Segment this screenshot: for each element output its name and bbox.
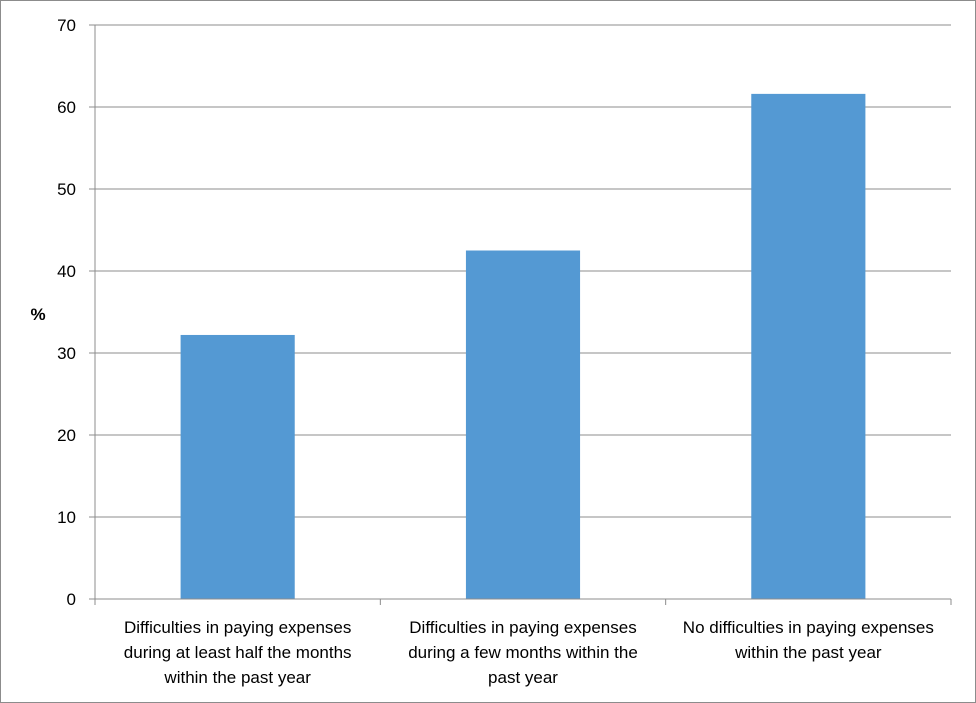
y-tick-label: 50 [57, 180, 76, 199]
y-tick-label: 30 [57, 344, 76, 363]
y-tick-labels: 0 10 20 30 40 50 60 70 [57, 16, 76, 609]
x-category-label: Difficulties in paying expenses during a … [408, 618, 638, 687]
y-tick-label: 40 [57, 262, 76, 281]
bar [180, 334, 295, 599]
x-category-label-line: during a few months within the [408, 643, 638, 662]
x-category-label: No difficulties in paying expenses within… [683, 618, 934, 662]
x-category-label-line: No difficulties in paying expenses [683, 618, 934, 637]
x-category-label-line: within the past year [734, 643, 882, 662]
y-tick-label: 70 [57, 16, 76, 35]
bars [180, 93, 866, 599]
x-category-label-line: during at least half the months [124, 643, 352, 662]
y-axis-title: % [30, 305, 45, 324]
x-category-labels: Difficulties in paying expenses during at… [124, 618, 934, 687]
axes [89, 24, 952, 605]
y-tick-label: 10 [57, 508, 76, 527]
x-category-label-line: within the past year [163, 668, 311, 687]
bar [751, 93, 866, 599]
y-tick-label: 0 [67, 590, 76, 609]
x-category-label-line: Difficulties in paying expenses [409, 618, 636, 637]
x-category-label-line: Difficulties in paying expenses [124, 618, 351, 637]
y-tick-label: 20 [57, 426, 76, 445]
x-category-label: Difficulties in paying expenses during at… [124, 618, 352, 687]
bar [465, 250, 581, 599]
x-category-label-line: past year [488, 668, 558, 687]
y-tick-label: 60 [57, 98, 76, 117]
